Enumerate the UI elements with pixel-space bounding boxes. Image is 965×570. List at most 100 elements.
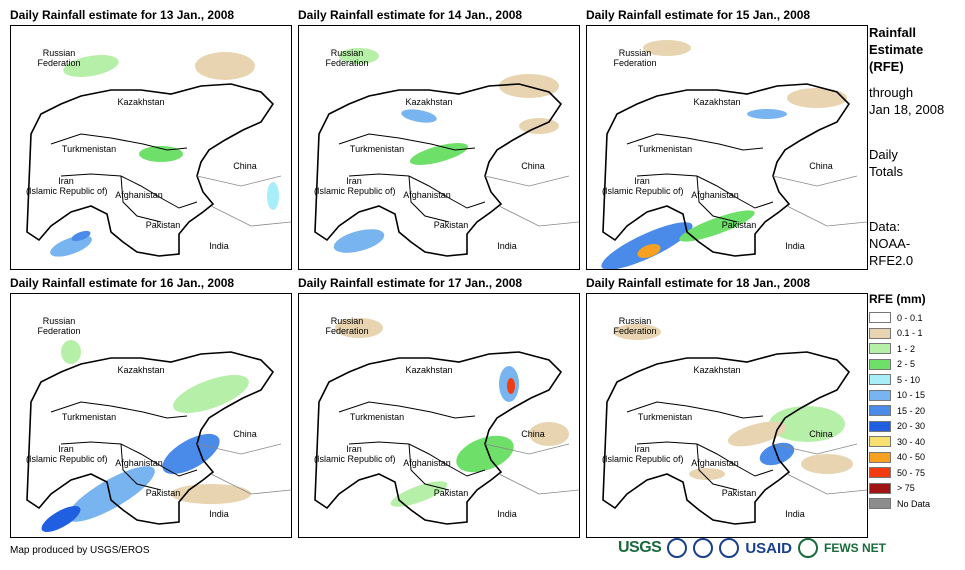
country-label-china: China [521,161,545,171]
rainfall-area [801,454,853,474]
country-borders [626,133,774,223]
panel-title: Daily Rainfall estimate for 15 Jan., 200… [586,8,811,22]
rainfall-area [613,324,661,340]
legend-swatch [869,312,891,324]
legend-label: 40 - 50 [897,452,926,463]
rainfall-area [335,318,383,338]
legend-swatch [869,343,891,355]
rainfall-map-panel: Daily Rainfall estimate for 17 Jan., 200… [298,276,580,538]
country-label-india: India [785,509,805,519]
country-label-iran: Iran (Islamic Republic of) [26,176,108,196]
country-label-russia: Russian Federation [325,316,369,336]
neighbor-borders [484,443,579,495]
country-label-turkmenistan: Turkmenistan [637,144,693,154]
map-frame: Russian Federation Kazakhstan Turkmenistan I… [298,293,580,538]
neighbor-borders [772,175,867,227]
country-label-pakistan: Pakistan [433,220,469,230]
rainfall-map [314,318,579,525]
country-borders [50,133,198,223]
country-label-afghanistan: Afghanistan [691,190,739,200]
legend-swatch [869,358,891,370]
country-label-china: China [233,161,257,171]
country-borders [626,401,774,491]
rainfall-area [507,378,515,394]
neighbor-borders [772,443,867,495]
rainfall-map-panel: Daily Rainfall estimate for 15 Jan., 200… [586,8,868,270]
country-label-china: China [521,429,545,439]
country-label-kazakhstan: Kazakhstan [693,97,741,107]
map-frame: Russian Federation Kazakhstan Turkmenistan I… [10,293,292,538]
legend-label: 30 - 40 [897,436,926,447]
country-label-iran: Iran (Islamic Republic of) [602,176,684,196]
country-label-afghanistan: Afghanistan [691,458,739,468]
country-label-afghanistan: Afghanistan [115,458,163,468]
rainfall-map [602,324,867,525]
legend-label: > 75 [897,483,915,494]
country-label-kazakhstan: Kazakhstan [405,97,453,107]
country-label-china: China [809,429,833,439]
legend-item: > 75 [869,481,930,497]
legend-swatch [869,467,891,479]
country-label-turkmenistan: Turkmenistan [349,412,405,422]
legend-swatch [869,374,891,386]
legend-label: 15 - 20 [897,405,926,416]
country-label-pakistan: Pakistan [433,488,469,498]
region-boundary [314,351,563,525]
country-label-iran: Iran (Islamic Republic of) [602,444,684,464]
logo-strip: USGS USAID FEWS NET [618,538,886,558]
rainfall-area [643,40,691,56]
country-label-china: China [233,429,257,439]
country-label-russia: Russian Federation [613,48,657,68]
rainfall-area [50,235,92,257]
legend-label: 2 - 5 [897,359,916,370]
country-label-pakistan: Pakistan [145,488,181,498]
panel-title: Daily Rainfall estimate for 14 Jan., 200… [298,8,523,22]
legend-label: 10 - 15 [897,390,926,401]
rainfall-area [339,48,379,64]
rainfall-area [173,375,249,413]
legend-item: 0.1 - 1 [869,326,930,342]
legend-label: 50 - 75 [897,467,926,478]
country-label-kazakhstan: Kazakhstan [117,97,165,107]
country-label-pakistan: Pakistan [145,220,181,230]
legend-label: 20 - 30 [897,421,926,432]
legend-swatch [869,389,891,401]
country-label-iran: Iran (Islamic Republic of) [314,444,396,464]
rainfall-area [601,222,693,269]
sidebar-title: Rainfall Estimate (RFE) [869,25,924,74]
rainfall-area [689,468,725,480]
map-frame: Russian Federation Kazakhstan Turkmenistan I… [586,25,868,270]
rainfall-area [63,55,119,77]
map-frame: Russian Federation Kazakhstan Turkmenistan I… [586,293,868,538]
fews-globe-icon [798,538,819,558]
panel-title: Daily Rainfall estimate for 18 Jan., 200… [586,276,811,290]
rainfall-area [333,229,385,253]
sidebar-daily-totals: Daily Totals [869,147,903,179]
rainfall-area [267,182,279,210]
legend-swatch [869,482,891,494]
country-borders [50,401,198,491]
country-label-india: India [785,241,805,251]
legend-swatch [869,451,891,463]
country-borders [338,401,486,491]
rainfall-area [456,435,514,473]
rainfall-area [529,422,569,446]
legend-swatch [869,436,891,448]
rainfall-map-panel: Daily Rainfall estimate for 16 Jan., 200… [10,276,292,538]
country-label-russia: Russian Federation [613,316,657,336]
legend-label: 1 - 2 [897,343,916,354]
map-frame: Russian Federation Kazakhstan Turkmenistan I… [298,25,580,270]
legend-label: 5 - 10 [897,374,921,385]
country-label-kazakhstan: Kazakhstan [117,365,165,375]
country-label-china: China [809,161,833,171]
rainfall-map [26,340,291,532]
legend-item: 30 - 40 [869,434,930,450]
rainfall-area [409,143,469,165]
legend-item: 0 - 0.1 [869,310,930,326]
legend-item: 50 - 75 [869,465,930,481]
legend-items: 0 - 0.1 0.1 - 1 1 - 2 2 - 5 5 - 10 10 - 15 15 … [869,310,930,512]
nasa-seal-icon [693,538,714,558]
country-label-india: India [209,509,229,519]
region-boundary [26,83,275,257]
country-label-turkmenistan: Turkmenistan [349,144,405,154]
